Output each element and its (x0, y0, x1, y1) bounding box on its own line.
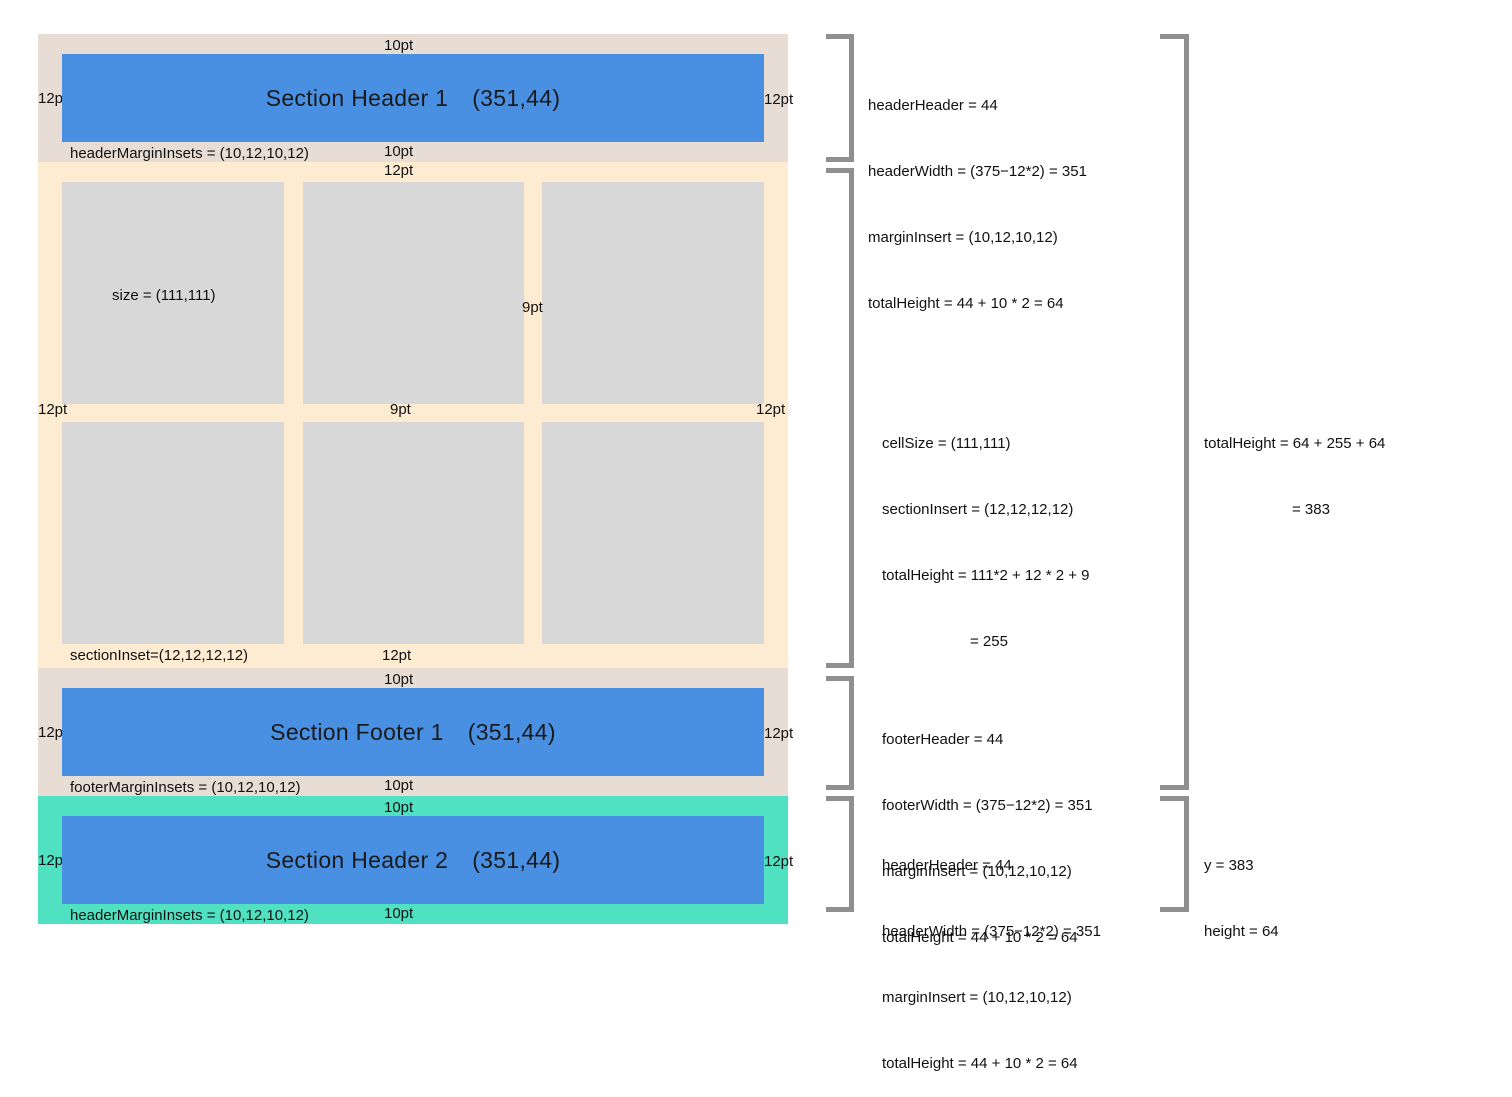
header1-bracket (826, 34, 854, 162)
section-annotation-line: totalHeight = 111*2 + 12 * 2 + 9 (882, 567, 1090, 584)
header1-bottom-margin-label: 10pt (384, 143, 414, 160)
cell-1 (62, 182, 284, 404)
total-annotation-line: totalHeight = 64 + 255 + 64 (1204, 435, 1386, 452)
header1-title: Section Header 1 (265, 84, 449, 111)
footer1-bracket (826, 676, 854, 790)
section-annotation: cellSize = (111,111) sectionInsert = (12… (882, 389, 1090, 675)
cell-3 (542, 182, 764, 404)
header1-top-margin-label: 10pt (384, 37, 414, 54)
position-annotation-line: height = 64 (1204, 923, 1279, 940)
footer1-annotation-line: marginInsert = (10,12,10,12) (882, 863, 1072, 880)
section-top-inset-label: 12pt (384, 162, 414, 179)
cell-6 (542, 422, 764, 644)
footer1-top-margin-label: 10pt (384, 671, 414, 688)
header1-annotation-line: marginInsert = (10,12,10,12) (868, 229, 1058, 246)
footer1-title: Section Footer 1 (270, 718, 444, 745)
position-annotation-line: y = 383 (1204, 857, 1254, 874)
section-bracket (826, 168, 854, 668)
footer1-left-margin-label: 12pt (38, 724, 62, 741)
header1-annotation-line: headerWidth = (375−12*2) = 351 (868, 163, 1087, 180)
header2-top-margin-label: 10pt (384, 799, 414, 816)
header1-left-margin-label: 12pt (38, 90, 62, 107)
cell-5 (303, 422, 524, 644)
footer1-right-margin-label: 12pt (764, 725, 794, 742)
cell-size-label: size = (111,111) (112, 287, 216, 304)
total-annotation: totalHeight = 64 + 255 + 64 = 383 (1204, 389, 1385, 543)
section-inset-label: sectionInset=(12,12,12,12) (70, 647, 249, 664)
section-annotation-line: cellSize = (111,111) (882, 435, 1011, 452)
total-annotation-line: = 383 (1292, 501, 1330, 518)
position-annotation: y = 383 height = 64 (1204, 811, 1279, 965)
total-bracket (1160, 34, 1189, 790)
footer1-bar: Section Footer 1 (351,44) (62, 688, 764, 776)
header1-annotation-line: totalHeight = 44 + 10 * 2 = 64 (868, 295, 1064, 312)
header2-annotation-line: totalHeight = 44 + 10 * 2 = 64 (882, 1055, 1078, 1072)
row-gap-label: 9pt (390, 401, 411, 418)
section-annotation-line: sectionInsert = (12,12,12,12) (882, 501, 1074, 518)
header2-right-margin-label: 12pt (764, 853, 794, 870)
header2-annotation: headerHeader = 44 headerWidth = (375−12*… (882, 811, 1101, 1097)
column-gap-label: 9pt (522, 299, 543, 316)
footer1-annotation-line: totalHeight = 44 + 10 * 2 = 64 (882, 929, 1078, 946)
header1-right-margin-label: 12pt (764, 91, 794, 108)
header2-insets-label: headerMarginInsets = (10,12,10,12) (70, 907, 309, 924)
section-left-inset-label: 12pt (38, 401, 68, 418)
footer1-annotation-line: footerWidth = (375−12*2) = 351 (882, 797, 1093, 814)
position-bracket (1160, 796, 1189, 912)
footer1-annotation-line: footerHeader = 44 (882, 731, 1004, 748)
footer1-bottom-margin-label: 10pt (384, 777, 414, 794)
header2-bracket (826, 796, 854, 912)
header2-size: (351,44) (472, 846, 561, 873)
section-annotation-line: = 255 (970, 633, 1008, 650)
cell-2 (303, 182, 524, 404)
header2-title: Section Header 2 (265, 846, 449, 873)
header1-bar: Section Header 1 (351,44) (62, 54, 764, 142)
header1-insets-label: headerMarginInsets = (10,12,10,12) (70, 145, 309, 162)
header2-bottom-margin-label: 10pt (384, 905, 414, 922)
footer1-annotation: footerHeader = 44 footerWidth = (375−12*… (882, 685, 1093, 971)
header2-left-margin-label: 12pt (38, 852, 62, 869)
section-right-inset-label: 12pt (756, 401, 786, 418)
header2-annotation-line: headerWidth = (375−12*2) = 351 (882, 923, 1101, 940)
header2-annotation-line: marginInsert = (10,12,10,12) (882, 989, 1072, 1006)
header2-bar: Section Header 2 (351,44) (62, 816, 764, 904)
header1-size: (351,44) (472, 84, 561, 111)
footer1-size: (351,44) (467, 718, 556, 745)
footer1-insets-label: footerMarginInsets = (10,12,10,12) (70, 779, 301, 796)
cell-4 (62, 422, 284, 644)
header2-annotation-line: headerHeader = 44 (882, 857, 1012, 874)
section-bottom-inset-label: 12pt (382, 647, 412, 664)
header1-annotation-line: headerHeader = 44 (868, 97, 998, 114)
header1-annotation: headerHeader = 44 headerWidth = (375−12*… (868, 51, 1087, 337)
